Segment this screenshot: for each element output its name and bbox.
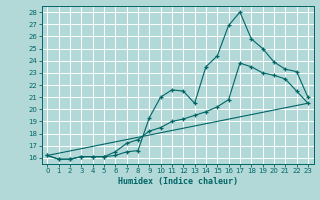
X-axis label: Humidex (Indice chaleur): Humidex (Indice chaleur) xyxy=(118,177,237,186)
